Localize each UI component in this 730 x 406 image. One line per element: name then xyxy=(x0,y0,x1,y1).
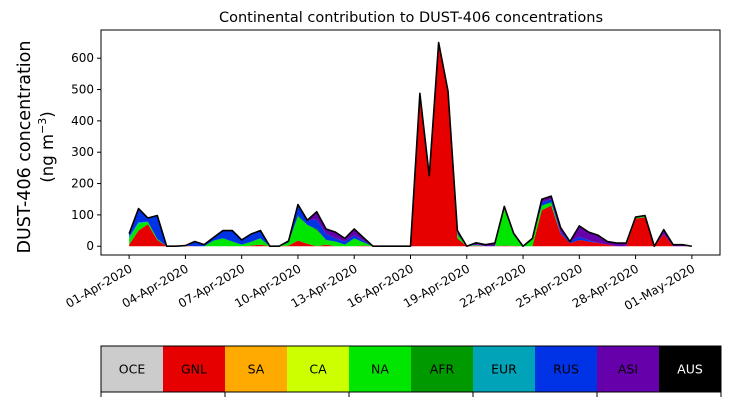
legend-label-rus: RUS xyxy=(553,362,579,377)
y-axis-unit-suffix: ) xyxy=(38,111,57,117)
legend-label-gnl: GNL xyxy=(181,362,207,377)
legend-frame xyxy=(100,345,722,393)
y-axis-label-line2: (ng m−3) xyxy=(36,111,57,182)
legend-label-ca: CA xyxy=(309,362,327,377)
y-axis-unit-prefix: (ng m xyxy=(38,134,57,183)
plot-area xyxy=(128,41,692,248)
legend-colorbar: OCE GNL SA CA NA AFR EUR RUS ASI AUS xyxy=(100,345,722,397)
legend-swatch-ca xyxy=(287,346,350,392)
area-series-eur xyxy=(129,42,692,247)
legend-label-na: NA xyxy=(371,362,389,377)
legend-swatch-na xyxy=(349,346,412,392)
y-tick-label: 200 xyxy=(71,177,94,191)
plot-frame xyxy=(100,29,721,256)
y-axis-unit-exponent: −3 xyxy=(36,118,49,134)
legend-swatch-asi xyxy=(597,346,660,392)
legend-swatch-aus xyxy=(659,346,722,392)
legend-label-aus: AUS xyxy=(677,362,703,377)
area-series-afr xyxy=(129,42,692,247)
y-axis-label: DUST-406 concentration (ng m−3) xyxy=(15,41,57,254)
legend-swatch-gnl xyxy=(163,346,226,392)
legend-label-sa: SA xyxy=(248,362,265,377)
y-tick-label: 600 xyxy=(71,51,94,65)
y-axis-label-line1: DUST-406 concentration xyxy=(15,41,35,254)
axes: 010020030040050060001-Apr-202004-Apr-202… xyxy=(63,29,721,313)
y-tick-label: 400 xyxy=(71,114,94,128)
legend-label-oce: OCE xyxy=(119,362,146,377)
area-series-na xyxy=(129,42,692,247)
legend-label-eur: EUR xyxy=(491,362,517,377)
legend-swatch-afr xyxy=(411,346,474,392)
legend-label-afr: AFR xyxy=(430,362,455,377)
y-tick-label: 500 xyxy=(71,83,94,97)
area-series-gnl xyxy=(129,42,692,247)
y-tick-label: 0 xyxy=(86,239,94,253)
y-tick-label: 100 xyxy=(71,208,94,222)
legend-swatch-sa xyxy=(225,346,288,392)
chart-title: Continental contribution to DUST-406 con… xyxy=(219,10,603,26)
legend-swatch-oce xyxy=(101,346,164,392)
total-concentration-line xyxy=(128,41,692,248)
y-tick-label: 300 xyxy=(71,145,94,159)
legend-label-asi: ASI xyxy=(618,362,638,377)
area-series-asi xyxy=(129,42,692,247)
legend-swatch-eur xyxy=(473,346,536,392)
area-series-rus xyxy=(129,42,692,247)
legend-swatch-rus xyxy=(535,346,598,392)
